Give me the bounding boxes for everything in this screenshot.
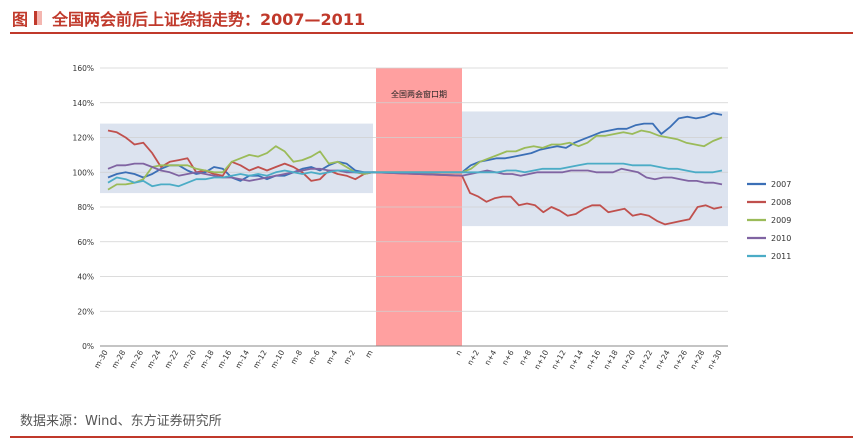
data-source: 数据来源：Wind、东方证券研究所 <box>20 414 222 429</box>
top-rule <box>10 32 853 34</box>
x-tick-label: m-22 <box>163 348 181 370</box>
legend-label-2010: 2010 <box>771 234 791 243</box>
legend-label-2011: 2011 <box>771 252 791 261</box>
y-tick-label: 100% <box>73 168 94 177</box>
x-tick-label: n+4 <box>483 348 499 366</box>
post-window-band <box>462 111 728 227</box>
y-tick-label: 160% <box>73 64 94 73</box>
x-tick-label: m-14 <box>233 348 251 370</box>
legend-label-2009: 2009 <box>771 216 791 225</box>
x-tick-label: n+8 <box>517 348 533 366</box>
x-tick-label: n+30 <box>706 348 724 371</box>
x-tick-label: n+16 <box>584 348 602 371</box>
x-tick-label: m-2 <box>342 348 357 366</box>
x-tick-label: m-18 <box>198 348 216 370</box>
y-tick-label: 80% <box>77 203 94 212</box>
y-tick-label: 20% <box>77 307 94 316</box>
x-tick-label: m-16 <box>216 348 234 370</box>
y-tick-label: 140% <box>73 99 94 108</box>
pre-window-band <box>100 123 373 194</box>
x-tick-label: m-6 <box>307 348 322 366</box>
x-tick-label: n+12 <box>550 348 568 371</box>
chart-title: 全国两会前后上证综指走势：2007—2011 <box>52 10 366 29</box>
series-line-2010 <box>107 162 723 186</box>
x-tick-label: m-12 <box>251 348 269 370</box>
legend-label-2007: 2007 <box>771 180 791 189</box>
window-annotation: 全国两会窗口期 <box>391 89 447 99</box>
y-tick-label: 0% <box>82 342 94 351</box>
x-tick-label: n+2 <box>465 348 481 366</box>
x-tick-label: n <box>454 348 464 357</box>
x-tick-label: m <box>363 349 374 360</box>
figure-title: 图 全国两会前后上证综指走势：2007—2011 <box>12 6 365 30</box>
x-tick-label: n+10 <box>532 348 550 371</box>
x-tick-label: n+22 <box>636 348 654 371</box>
x-tick-label: n+24 <box>654 348 672 371</box>
series-line-2011 <box>107 162 723 188</box>
x-tick-label: m-26 <box>127 348 145 370</box>
x-tick-label: m-10 <box>269 348 287 370</box>
x-tick-label: m-24 <box>145 348 163 370</box>
x-tick-label: m-20 <box>180 348 198 370</box>
series-line-2008 <box>107 129 723 226</box>
legend-label-2008: 2008 <box>771 198 791 207</box>
x-tick-label: m-28 <box>110 348 128 370</box>
figure-label: 图 <box>12 10 29 29</box>
x-tick-label: n+20 <box>619 348 637 371</box>
x-tick-label: m-30 <box>92 348 110 370</box>
y-tick-label: 40% <box>77 273 94 282</box>
x-tick-label: m-8 <box>289 348 304 366</box>
title-decoration <box>34 11 43 25</box>
y-tick-label: 120% <box>73 134 94 143</box>
y-tick-label: 60% <box>77 238 94 247</box>
x-tick-label: n+14 <box>567 348 585 371</box>
x-tick-label: n+18 <box>602 348 620 371</box>
x-tick-label: m-4 <box>324 348 339 366</box>
x-tick-label: n+28 <box>688 348 706 371</box>
x-tick-label: n+26 <box>671 348 689 371</box>
bottom-rule <box>10 436 853 438</box>
x-tick-label: n+6 <box>500 348 516 366</box>
